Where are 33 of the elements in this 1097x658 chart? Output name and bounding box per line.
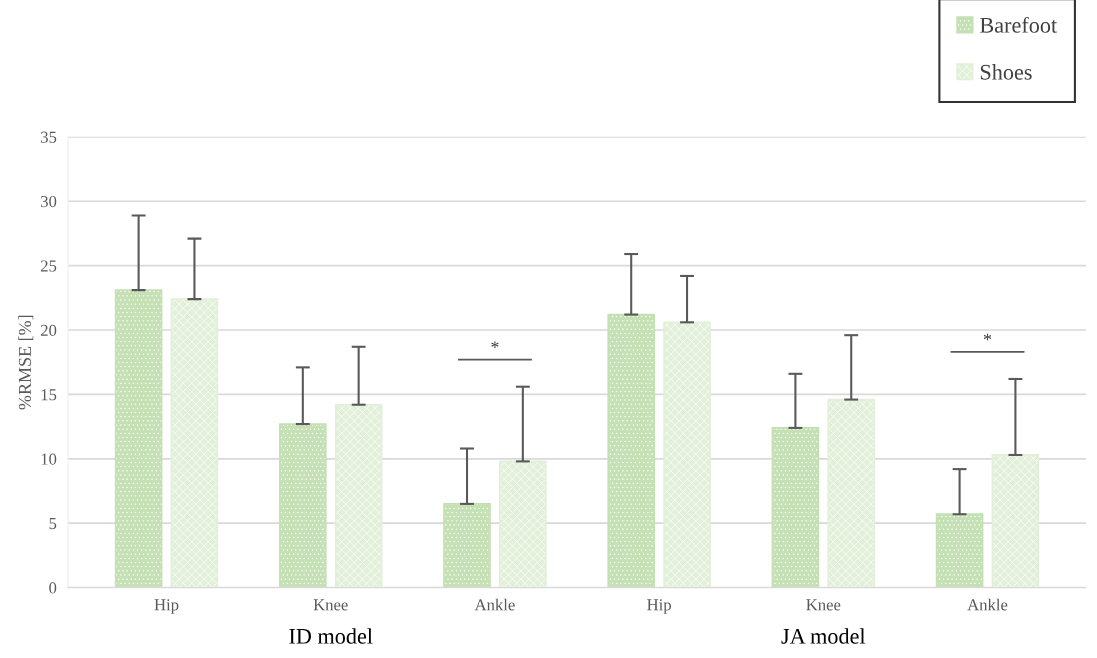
bar	[991, 454, 1040, 588]
text: ID model	[289, 628, 373, 644]
y-tick-label: 30	[41, 195, 57, 208]
x-tick-label: Hip	[154, 599, 179, 614]
bar	[607, 313, 656, 588]
x-tick-label: Knee	[313, 599, 348, 611]
text: JA model	[781, 628, 866, 644]
bar	[114, 289, 163, 588]
bar	[334, 403, 383, 588]
y-tick-label: 35	[41, 131, 57, 143]
y-tick-label: 0	[49, 582, 57, 594]
x-tick-label: Hip	[647, 599, 671, 614]
legend-label: Barefoot	[980, 16, 1058, 33]
y-tick-label: 15	[41, 389, 57, 401]
bar	[663, 321, 711, 588]
bar	[499, 460, 547, 588]
bar	[771, 427, 820, 588]
x-tick-label: Knee	[806, 599, 841, 611]
y-axis-title: %RMSE [%]	[18, 315, 34, 410]
x-tick-label: Ankle	[967, 598, 1008, 611]
x-tick-label: Ankle	[474, 598, 515, 611]
annotation: *	[491, 341, 499, 349]
bar	[827, 398, 876, 588]
annotation: *	[983, 333, 992, 341]
bar	[935, 513, 984, 588]
legend-label: Shoes	[980, 64, 1032, 80]
y-tick-label: 25	[40, 260, 57, 272]
y-tick-label: 10	[41, 453, 57, 465]
bar	[170, 298, 219, 588]
y-tick-label: 20	[40, 324, 57, 336]
y-tick-label: 5	[49, 518, 57, 530]
bar	[278, 423, 327, 588]
bar	[443, 503, 491, 588]
